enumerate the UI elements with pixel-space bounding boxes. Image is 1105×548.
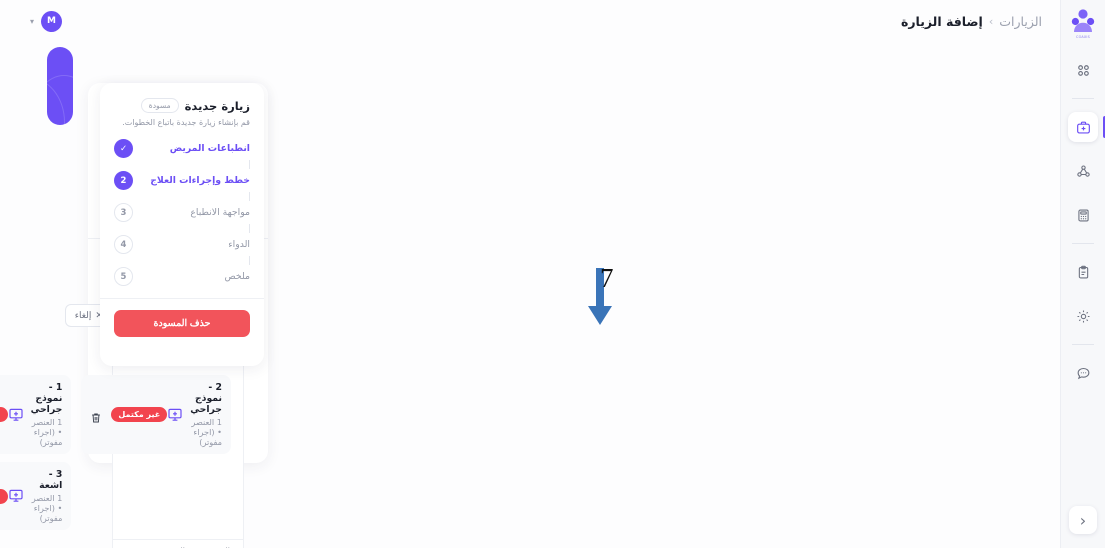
procedure-identity: 3 - اشعة 1 العنصر • (اجراء مفوتر) <box>8 469 63 523</box>
procedure-text: 1 - نموذج جراحي 1 العنصر • (اجراء مفوتر) <box>31 382 63 447</box>
sidebar-item-step-1[interactable]: انطباعات المريض ✓ <box>114 139 250 158</box>
clipboard-icon[interactable] <box>1068 257 1098 287</box>
cancel-label: إلغاء <box>74 310 92 320</box>
banner-decor-circle <box>47 75 73 125</box>
step-label: الدواء <box>228 239 250 250</box>
procedure-actions: غير مكتمل <box>0 407 8 422</box>
molecule-icon[interactable] <box>1068 156 1098 186</box>
sidebar-item-step-5[interactable]: ملخص 5 <box>114 267 250 286</box>
table-row[interactable]: 2 - نموذج جراحي 1 العنصر • (اجراء مفوتر)… <box>81 375 231 454</box>
logo-text: COAXIS <box>1076 35 1090 39</box>
calculator-icon[interactable] <box>1068 200 1098 230</box>
sidebar-item-step-4[interactable]: الدواء 4 <box>114 235 250 254</box>
stepper-title: زيارة جديدة <box>184 98 250 113</box>
page-title: إضافة الزيارة <box>900 13 983 29</box>
procedure-name: 3 - اشعة <box>39 469 63 491</box>
divider <box>1072 344 1094 345</box>
purple-banner <box>47 47 73 125</box>
step-label: ملخص <box>224 271 250 282</box>
chevron-down-icon[interactable]: ▾ <box>30 16 35 26</box>
sidebar-item-step-3[interactable]: مواجهة الانطباع 3 <box>114 203 250 222</box>
step-connector <box>249 256 250 265</box>
tooth-chart-icon <box>8 488 24 504</box>
delete-draft-button[interactable]: حذف المسودة <box>114 310 250 337</box>
step-label: مواجهة الانطباع <box>190 207 250 218</box>
breadcrumb: الزيارات › إضافة الزيارة <box>901 14 1042 29</box>
breadcrumb-separator-icon: › <box>988 14 994 28</box>
procedure-text: 3 - اشعة 1 العنصر • (اجراء مفوتر) <box>31 469 63 523</box>
procedure-meta: 1 العنصر • (اجراء مفوتر) <box>191 417 222 447</box>
procedure-identity: 1 - نموذج جراحي 1 العنصر • (اجراء مفوتر) <box>8 382 63 447</box>
step-connector <box>249 192 250 201</box>
collapse-chevron-icon[interactable]: ‹ <box>1069 506 1097 534</box>
user-menu[interactable]: M ▾ <box>30 10 63 32</box>
avatar[interactable]: M <box>41 10 63 32</box>
check-icon: ✓ <box>114 139 133 158</box>
divider <box>100 298 264 299</box>
divider <box>1072 98 1094 99</box>
procedure-identity: 2 - نموذج جراحي 1 العنصر • (اجراء مفوتر) <box>167 382 222 447</box>
stepper-steps: انطباعات المريض ✓ خطط وإجراءات العلاج 2 … <box>114 139 250 286</box>
step-label: انطباعات المريض <box>169 143 250 154</box>
step-number: 2 <box>114 171 133 190</box>
tooth-chart-icon <box>8 407 24 423</box>
table-row[interactable]: 3 - اشعة 1 العنصر • (اجراء مفوتر) غير مك… <box>0 462 72 530</box>
procedure-name: 1 - نموذج جراحي <box>30 382 63 415</box>
table-row[interactable]: 1 - نموذج جراحي 1 العنصر • (اجراء مفوتر)… <box>0 375 72 454</box>
step-number: 3 <box>114 203 133 222</box>
gear-icon[interactable] <box>1068 301 1098 331</box>
app-logo-icon[interactable]: COAXIS <box>1068 8 1098 39</box>
status-badge: غير مكتمل <box>0 488 8 504</box>
procedure-actions: غير مكتمل <box>90 407 168 422</box>
visit-stepper-card: زيارة جديدة مسودة قم بإنشاء زيارة جديدة … <box>100 83 264 366</box>
chat-bubble-icon[interactable] <box>1068 358 1098 388</box>
divider <box>1072 243 1094 244</box>
sidebar-item-step-2[interactable]: خطط وإجراءات العلاج 2 <box>114 171 250 190</box>
procedure-text: 2 - نموذج جراحي 1 العنصر • (اجراء مفوتر) <box>190 382 222 447</box>
status-badge: غير مكتمل <box>0 407 8 422</box>
top-bar: الزيارات › إضافة الزيارة M ▾ <box>0 0 1060 42</box>
status-badge: غير مكتمل <box>111 407 168 422</box>
status-badge: مسودة <box>140 98 179 113</box>
procedure-grid: 1 - نموذج جراحي 1 العنصر • (اجراء مفوتر)… <box>0 375 231 530</box>
annotation-arrow <box>587 268 613 330</box>
stepper-subtitle: قم بإنشاء زيارة جديدة باتباع الخطوات. <box>122 118 250 127</box>
annotation-number: 7 <box>600 263 614 293</box>
procedure-name: 2 - نموذج جراحي <box>190 382 222 415</box>
apps-grid-icon[interactable] <box>1068 55 1098 85</box>
step-number: 5 <box>114 267 133 286</box>
procedure-meta: 1 العنصر • (اجراء مفوتر) <box>31 493 63 523</box>
close-icon: ✕ <box>95 310 103 321</box>
procedure-actions: غير مكتمل <box>0 488 8 504</box>
step-connector <box>249 160 250 169</box>
step-connector <box>249 224 250 233</box>
stepper-header: زيارة جديدة مسودة <box>114 98 250 113</box>
icon-rail: COAXIS <box>1060 0 1105 548</box>
breadcrumb-parent[interactable]: الزيارات <box>999 13 1042 29</box>
tooth-chart-icon <box>167 407 183 423</box>
trash-icon[interactable] <box>90 409 102 422</box>
step-label: خطط وإجراءات العلاج <box>150 175 250 186</box>
step-number: 4 <box>114 235 133 254</box>
medical-bag-icon[interactable] <box>1068 112 1105 142</box>
totals-row: المجموع: 0 ريال المجموع بالضريبة(0.0%): … <box>81 539 243 548</box>
procedure-meta: 1 العنصر • (اجراء مفوتر) <box>31 417 63 447</box>
